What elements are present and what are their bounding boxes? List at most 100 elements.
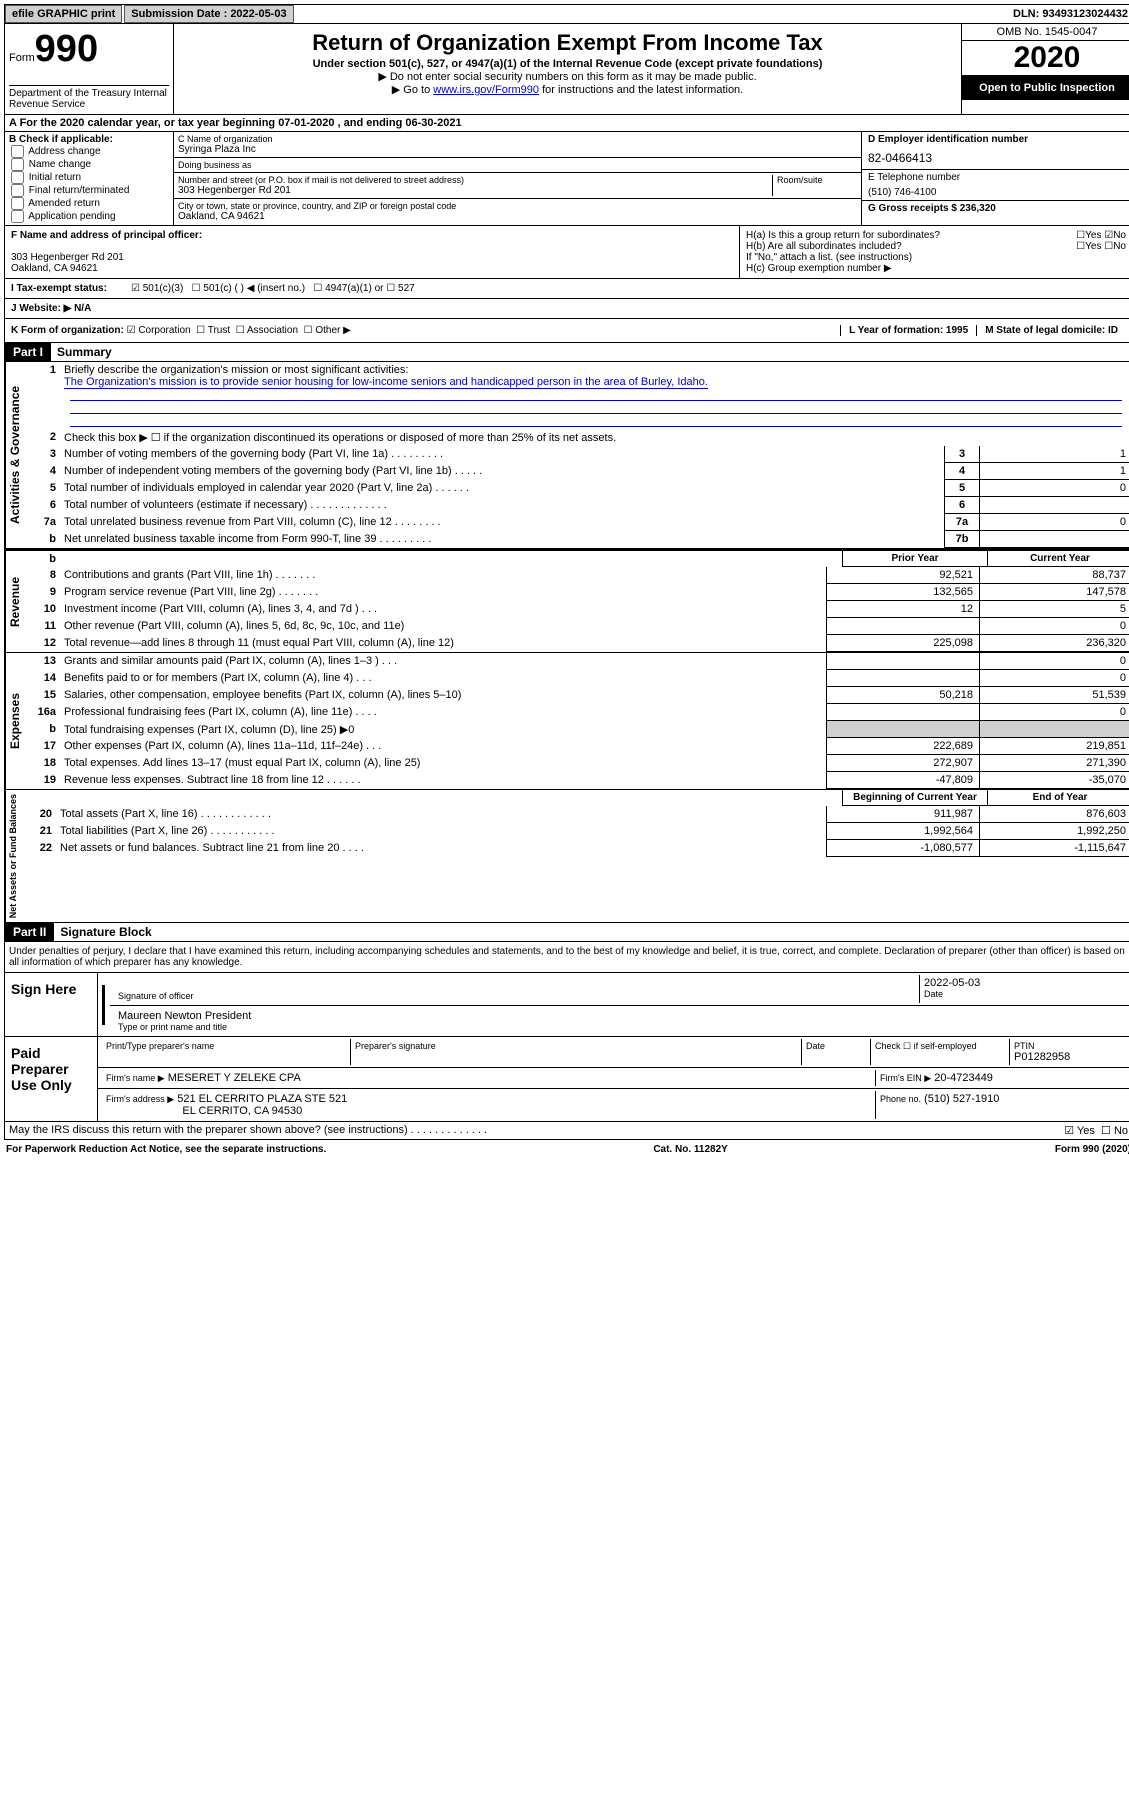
- tel-value: (510) 746-4100: [862, 185, 1129, 200]
- org-name: Syringa Plaza Inc: [178, 144, 857, 155]
- exp-line-15: 15 Salaries, other compensation, employe…: [24, 687, 1129, 704]
- chk-527[interactable]: ☐ 527: [386, 283, 414, 294]
- side-revenue: Revenue: [5, 551, 24, 652]
- net-line-21: 21 Total liabilities (Part X, line 26) .…: [20, 823, 1129, 840]
- firm-phone-cell: Phone no. (510) 527-1910: [876, 1091, 1128, 1119]
- rev-header-row: b Prior Year Current Year: [24, 551, 1129, 567]
- goto-prefix: ▶ Go to: [392, 84, 433, 96]
- chk-501c[interactable]: ☐ 501(c) ( ) ◀ (insert no.): [192, 283, 305, 294]
- line-1: 1 Briefly describe the organization's mi…: [24, 362, 1129, 429]
- group-return-box: H(a) Is this a group return for subordin…: [740, 226, 1129, 278]
- omb-box: OMB No. 1545-0047 2020 Open to Public In…: [961, 24, 1129, 114]
- col-d-ein-tel: D Employer identification number 82-0466…: [862, 132, 1129, 225]
- irs-link[interactable]: www.irs.gov/Form990: [433, 84, 539, 96]
- submission-date-button[interactable]: Submission Date : 2022-05-03: [124, 5, 293, 23]
- ptin-value: P01282958: [1014, 1051, 1124, 1063]
- chk-other[interactable]: ☐ Other ▶: [304, 325, 351, 336]
- form-title: Return of Organization Exempt From Incom…: [182, 30, 953, 56]
- footer-mid: Cat. No. 11282Y: [653, 1144, 727, 1155]
- hb-note: If "No," attach a list. (see instruction…: [746, 252, 1126, 263]
- paid-preparer-row: Paid Preparer Use Only Print/Type prepar…: [4, 1037, 1129, 1122]
- tax-exempt-status: I Tax-exempt status: ☑ 501(c)(3) ☐ 501(c…: [4, 279, 1129, 299]
- officer-addr2: Oakland, CA 94621: [11, 263, 733, 274]
- hc-row: H(c) Group exemption number ▶: [746, 263, 1126, 274]
- chk-association[interactable]: ☐ Association: [236, 325, 298, 336]
- dept-label: Department of the Treasury Internal Reve…: [9, 85, 169, 110]
- sign-here-label: Sign Here: [5, 973, 98, 1036]
- part1-title: Summary: [51, 343, 118, 361]
- principal-officer: F Name and address of principal officer:…: [5, 226, 740, 278]
- officer-addr1: 303 Hegenberger Rd 201: [11, 252, 733, 263]
- efile-button[interactable]: efile GRAPHIC print: [5, 5, 122, 23]
- part2-title: Signature Block: [54, 923, 157, 941]
- net-assets-section: Net Assets or Fund Balances Beginning of…: [4, 790, 1129, 923]
- gov-line-5: 5 Total number of individuals employed i…: [24, 480, 1129, 497]
- chk-trust[interactable]: ☐ Trust: [196, 325, 230, 336]
- gov-line-3: 3 Number of voting members of the govern…: [24, 446, 1129, 463]
- chk-corporation[interactable]: ☑ Corporation: [127, 325, 191, 336]
- gov-line-4: 4 Number of independent voting members o…: [24, 463, 1129, 480]
- firm-addr-label: Firm's address ▶: [106, 1094, 174, 1104]
- chk-501c3[interactable]: ☑ 501(c)(3): [131, 283, 183, 294]
- exp-line-13: 13 Grants and similar amounts paid (Part…: [24, 653, 1129, 670]
- hb-row: H(b) Are all subordinates included? ☐Yes…: [746, 241, 1126, 252]
- ptin-cell: PTIN P01282958: [1010, 1039, 1128, 1065]
- chk-amended-return[interactable]: Amended return: [9, 197, 169, 210]
- gov-line-7a: 7a Total unrelated business revenue from…: [24, 514, 1129, 531]
- gov-line-b: b Net unrelated business taxable income …: [24, 531, 1129, 548]
- net-line-22: 22 Net assets or fund balances. Subtract…: [20, 840, 1129, 857]
- net-line-20: 20 Total assets (Part X, line 16) . . . …: [20, 806, 1129, 823]
- chk-4947[interactable]: ☐ 4947(a)(1) or: [313, 283, 383, 294]
- chk-address-change[interactable]: Address change: [9, 145, 169, 158]
- sig-date-value: 2022-05-03: [924, 977, 1124, 989]
- city-value: Oakland, CA 94621: [178, 211, 857, 222]
- ha-row: H(a) Is this a group return for subordin…: [746, 230, 1126, 241]
- chk-application-pending[interactable]: Application pending: [9, 210, 169, 223]
- form-number-box: Form990 Department of the Treasury Inter…: [5, 24, 174, 114]
- year-formation: L Year of formation: 1995: [840, 325, 976, 336]
- subtitle-3: ▶ Go to www.irs.gov/Form990 for instruct…: [182, 83, 953, 96]
- exp-line-14: 14 Benefits paid to or for members (Part…: [24, 670, 1129, 687]
- block-bcd: B Check if applicable: Address change Na…: [4, 132, 1129, 226]
- prior-year-hdr: Prior Year: [842, 551, 987, 567]
- q2-text: Check this box ▶ ☐ if the organization d…: [60, 429, 1129, 446]
- addr-cell: Number and street (or P.O. box if mail i…: [174, 173, 861, 199]
- phone-value: (510) 527-1910: [924, 1093, 999, 1105]
- rev-line-9: 9 Program service revenue (Part VIII, li…: [24, 584, 1129, 601]
- tax-year: 2020: [962, 41, 1129, 76]
- side-expenses: Expenses: [5, 653, 24, 789]
- firm-addr2: EL CERRITO, CA 94530: [182, 1105, 302, 1117]
- top-bar: efile GRAPHIC print Submission Date : 20…: [4, 4, 1129, 24]
- discuss-no[interactable]: ☐ No: [1101, 1124, 1128, 1137]
- ptin-label: PTIN: [1014, 1041, 1124, 1051]
- chk-final-return[interactable]: Final return/terminated: [9, 184, 169, 197]
- part2-badge: Part II: [5, 923, 54, 941]
- expenses-section: Expenses 13 Grants and similar amounts p…: [4, 653, 1129, 790]
- chk-name-change[interactable]: Name change: [9, 158, 169, 171]
- revenue-section: Revenue b Prior Year Current Year 8 Cont…: [4, 549, 1129, 653]
- rev-line-8: 8 Contributions and grants (Part VIII, l…: [24, 567, 1129, 584]
- firm-name-label: Firm's name ▶: [106, 1073, 165, 1083]
- ein-label: D Employer identification number: [862, 132, 1129, 147]
- row-a-tax-year: A For the 2020 calendar year, or tax yea…: [4, 115, 1129, 132]
- discuss-yes[interactable]: ☑ Yes: [1064, 1124, 1095, 1137]
- ein-value: 82-0466413: [862, 147, 1129, 169]
- officer-label: F Name and address of principal officer:: [11, 230, 733, 241]
- chk-initial-return[interactable]: Initial return: [9, 171, 169, 184]
- form-header: Form990 Department of the Treasury Inter…: [4, 24, 1129, 115]
- discuss-row: May the IRS discuss this return with the…: [4, 1122, 1129, 1140]
- mission-text: The Organization's mission is to provide…: [64, 376, 708, 389]
- row-k: K Form of organization: ☑ Corporation ☐ …: [4, 319, 1129, 343]
- website-row: J Website: ▶ N/A: [4, 299, 1129, 319]
- part2-header-row: Part II Signature Block: [4, 923, 1129, 942]
- firm-addr-cell: Firm's address ▶ 521 EL CERRITO PLAZA ST…: [102, 1091, 876, 1119]
- paid-preparer-label: Paid Preparer Use Only: [5, 1037, 98, 1121]
- exp-line-17: 17 Other expenses (Part IX, column (A), …: [24, 738, 1129, 755]
- self-employed-chk[interactable]: Check ☐ if self-employed: [871, 1039, 1010, 1065]
- officer-name-title: Maureen Newton President: [118, 1010, 1124, 1022]
- page-footer: For Paperwork Reduction Act Notice, see …: [4, 1140, 1129, 1159]
- city-cell: City or town, state or province, country…: [174, 199, 861, 224]
- phone-label: Phone no.: [880, 1094, 921, 1104]
- discuss-text: May the IRS discuss this return with the…: [9, 1124, 487, 1137]
- subtitle-2: ▶ Do not enter social security numbers o…: [182, 70, 953, 83]
